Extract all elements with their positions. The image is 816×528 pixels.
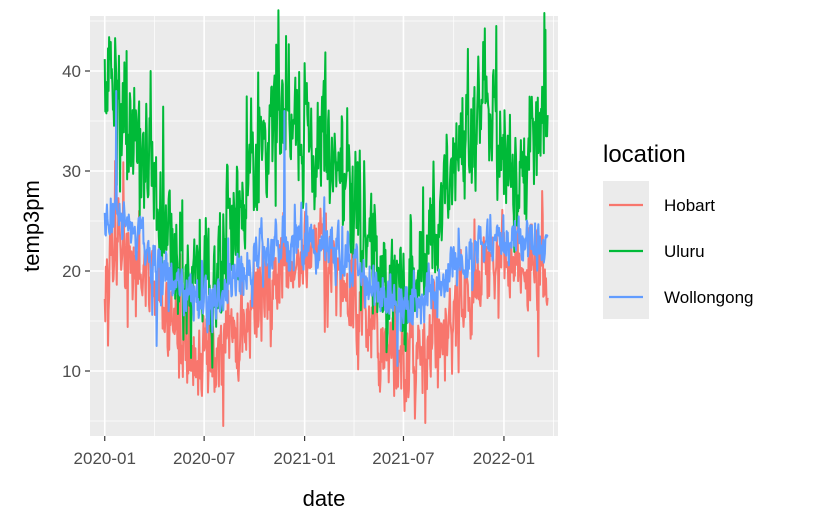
y-tick-label: 10 xyxy=(62,362,81,381)
legend: location Hobart Uluru Wollongong xyxy=(603,141,753,319)
y-axis: 10 20 30 40 xyxy=(62,62,90,381)
x-axis-title: date xyxy=(303,486,346,511)
series-line-wollongong xyxy=(103,90,549,367)
x-tick-label: 2021-07 xyxy=(372,449,434,468)
y-tick-label: 20 xyxy=(62,262,81,281)
x-tick-label: 2020-07 xyxy=(173,449,235,468)
y-tick-label: 40 xyxy=(62,62,81,81)
legend-label-hobart: Hobart xyxy=(664,196,715,215)
legend-items: Hobart Uluru Wollongong xyxy=(609,196,753,307)
y-tick-label: 30 xyxy=(62,162,81,181)
legend-label-wollongong: Wollongong xyxy=(664,288,753,307)
x-axis: 2020-01 2020-07 2021-01 2021-07 2022-01 xyxy=(74,436,535,468)
legend-title: location xyxy=(603,141,686,168)
x-tick-label: 2020-01 xyxy=(74,449,136,468)
x-tick-label: 2021-01 xyxy=(273,449,335,468)
legend-label-uluru: Uluru xyxy=(664,242,705,261)
y-axis-title: temp3pm xyxy=(19,180,44,272)
x-tick-label: 2022-01 xyxy=(473,449,535,468)
series-lines xyxy=(103,9,549,427)
